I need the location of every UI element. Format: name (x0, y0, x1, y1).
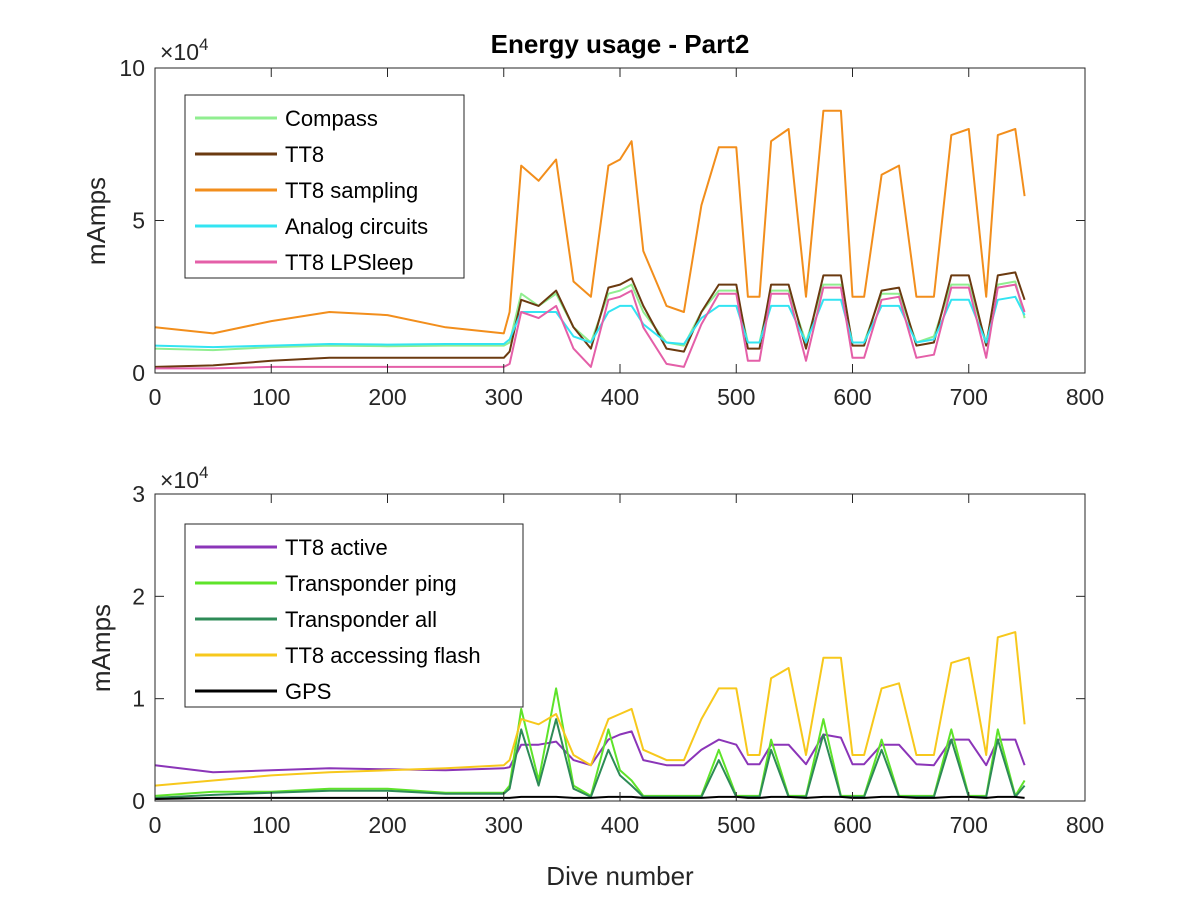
tick-layer: 0 100 200 300 400 500 600 700 800 0 1 2 3 (132, 481, 1104, 838)
legend-label: TT8 accessing flash (285, 643, 481, 668)
x-tick-label: 400 (601, 812, 639, 838)
series-line-tt8-accessing-flash (154, 631, 1026, 787)
legend-label: Analog circuits (285, 214, 428, 239)
series-line-tt8 (154, 271, 1026, 368)
y-tick-label: 1 (132, 686, 145, 712)
y-exponent-base: ×10 (160, 467, 199, 493)
x-tick-label: 200 (368, 812, 406, 838)
y-tick-label: 5 (132, 208, 145, 234)
legend-label: TT8 (285, 142, 324, 167)
legend-box (184, 94, 465, 279)
y-exponent-label: ×104 (160, 35, 208, 65)
y-exponent-power: 4 (199, 35, 208, 54)
legend-box (184, 523, 524, 708)
x-tick-label: 600 (833, 812, 871, 838)
x-tick-label: 0 (149, 812, 162, 838)
x-tick-label: 100 (252, 812, 290, 838)
series-layer (154, 109, 1026, 370)
series-line-tt8-active (154, 730, 1026, 774)
x-tick-label: 800 (1066, 812, 1104, 838)
legend: Compass TT8 TT8 sampling Analog circuits TT8… (184, 94, 465, 279)
x-tick-label: 600 (833, 384, 871, 410)
legend-label: GPS (285, 679, 331, 704)
x-tick-label: 500 (717, 812, 755, 838)
chart-bottom: 0 100 200 300 400 500 600 700 800 0 1 2 3 Dive numbe… (86, 463, 1104, 891)
legend-label: TT8 active (285, 535, 388, 560)
chart-top: 0 100 200 300 400 500 600 700 800 0 5 10 Energy usa… (81, 29, 1104, 410)
y-exponent-base: ×10 (160, 39, 199, 65)
x-tick-label: 500 (717, 384, 755, 410)
x-tick-label: 200 (368, 384, 406, 410)
y-tick-label: 2 (132, 583, 145, 609)
series-layer (154, 631, 1026, 800)
y-tick-label: 0 (132, 788, 145, 814)
x-tick-label: 700 (950, 812, 988, 838)
x-tick-label: 300 (485, 812, 523, 838)
y-tick-label: 0 (132, 360, 145, 386)
y-exponent-label: ×104 (160, 463, 208, 493)
legend-label: TT8 LPSleep (285, 250, 413, 275)
x-tick-label: 300 (485, 384, 523, 410)
y-axis-label: mAmps (81, 177, 111, 265)
legend-label: TT8 sampling (285, 178, 418, 203)
legend: TT8 active Transponder ping Transponder al… (184, 523, 524, 708)
tick-layer: 0 100 200 300 400 500 600 700 800 0 5 10 (119, 55, 1104, 410)
series-line-tt8-sampling (154, 109, 1026, 335)
x-tick-label: 800 (1066, 384, 1104, 410)
x-axis-label: Dive number (546, 861, 694, 891)
legend-label: Transponder all (285, 607, 437, 632)
y-axis-label: mAmps (86, 604, 116, 692)
y-tick-label: 3 (132, 481, 145, 507)
series-line-tt8-lpsleep (155, 283, 1026, 370)
series-line-analog-circuits (154, 295, 1026, 349)
x-tick-label: 100 (252, 384, 290, 410)
y-exponent-power: 4 (199, 463, 208, 482)
legend-label: Transponder ping (285, 571, 457, 596)
legend-label: Compass (285, 106, 378, 131)
x-tick-label: 0 (149, 384, 162, 410)
series-line-gps (154, 795, 1025, 800)
chart-title: Energy usage - Part2 (491, 29, 750, 59)
x-tick-label: 400 (601, 384, 639, 410)
y-tick-label: 10 (119, 55, 145, 81)
x-tick-label: 700 (950, 384, 988, 410)
